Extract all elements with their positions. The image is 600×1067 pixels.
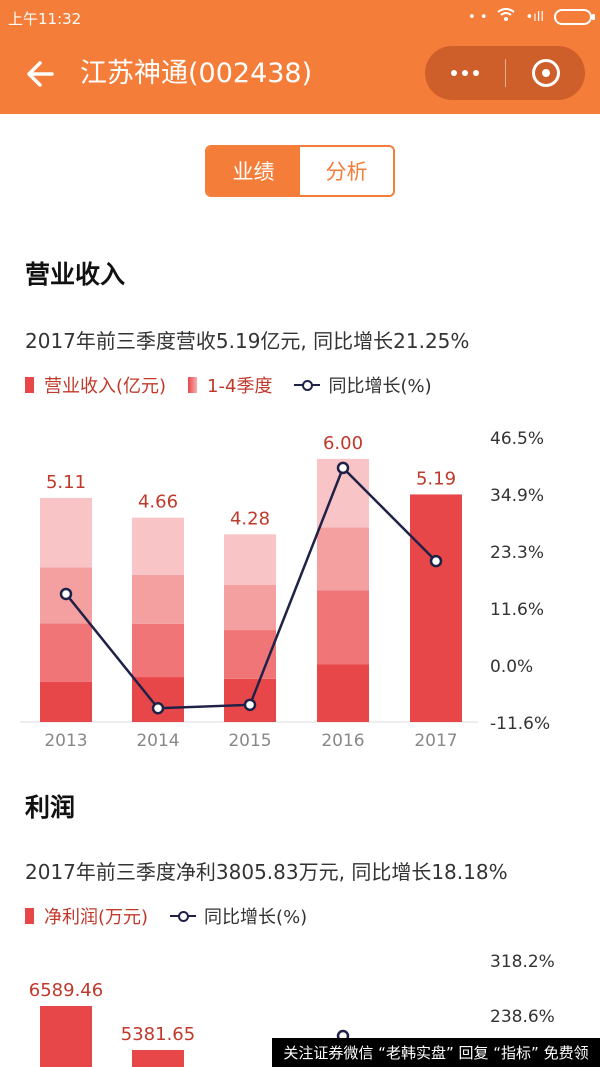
legend-profit-label: 净利润(万元) [44,907,149,928]
watermark-banner: 关注证券微信 “老韩实盘” 回复 “指标” 免费领 [272,1038,600,1067]
bar-segment-q2 [40,623,92,682]
legend-growth-line: 同比增长(%) [294,372,432,398]
revenue-section-title: 营业收入 [25,260,126,289]
status-time: 上午11:32 [8,10,82,28]
tab-performance[interactable]: 业绩 [207,147,300,195]
legend-profit-growth-line: 同比增长(%) [170,903,307,929]
growth-point [243,698,257,712]
bar-value-label: 4.28 [230,508,270,529]
right-axis-tick-label: 34.9% [490,486,544,506]
right-axis-tick-label: -11.6% [490,714,550,734]
growth-point [59,587,73,601]
legend-line-marker-icon [170,909,197,923]
legend-revenue-label: 营业收入(亿元) [44,376,167,397]
revenue-legend: 营业收入(亿元) 1-4季度 同比增长(%) [25,372,454,398]
legend-growth-label: 同比增长(%) [328,376,432,397]
right-axis-tick-label: 238.6% [490,1007,555,1027]
legend-profit-growth-label: 同比增长(%) [204,907,308,928]
growth-point [429,554,443,568]
page-title: 江苏神通(002438) [80,58,313,89]
right-axis-tick-label: 318.2% [490,952,555,972]
profit-section-title: 利润 [25,793,76,822]
right-axis-tick-label: 0.0% [490,657,533,677]
notification-dots-icon: • • [468,9,488,25]
bar-segment-q4 [132,517,184,575]
legend-swatch-solid [25,377,34,393]
bar-value-label: 4.66 [138,492,178,513]
bar-segment-q3 [224,585,276,631]
bar-segment-q2 [132,623,184,678]
bar-value-label: 6.00 [323,433,363,454]
legend-revenue-bar: 营业收入(亿元) [25,372,166,398]
close-miniapp-icon[interactable] [506,46,585,100]
bar-segment-q3 [132,574,184,624]
right-axis-tick-label: 23.3% [490,543,544,563]
tab-analysis[interactable]: 分析 [300,147,393,195]
bar-value-label: 6589.46 [29,980,103,1001]
capsule-divider [505,59,506,87]
battery-icon [554,9,595,25]
x-tick-label: 2017 [414,731,457,751]
wifi-icon [497,8,516,26]
bar-segment-q3 [317,527,369,591]
revenue-chart: 5.11 2013 4.66 2014 4.28 2015 6.00 2016 5.19 2017… [20,429,550,751]
right-axis-tick-label: 11.6% [490,600,544,620]
bar-value-label: 5.11 [46,472,86,493]
x-tick-label: 2013 [44,731,87,751]
bar-segment-q4 [224,534,276,586]
legend-quarters-label: 1-4季度 [207,376,273,397]
bar-segment-q1 [317,664,369,722]
miniapp-capsule [425,46,585,100]
bar-segment-q4 [40,497,92,568]
bar [410,494,462,722]
x-tick-label: 2016 [321,731,364,751]
signal-icon: •ıll [525,9,544,25]
x-tick-label: 2015 [228,731,271,751]
legend-profit-bar: 净利润(万元) [25,903,148,929]
status-icons: • • •ıll [468,8,595,26]
x-tick-label: 2014 [136,731,179,751]
back-arrow-icon[interactable] [22,54,62,94]
legend-quarters: 1-4季度 [188,372,272,398]
legend-swatch-gradient [188,377,198,393]
growth-point [151,702,165,715]
bar-value-label: 5.19 [416,468,456,489]
growth-point [336,461,350,475]
segmented-tabs: 业绩 分析 [205,145,395,197]
profit-summary: 2017年前三季度净利3805.83万元, 同比增长18.18% [25,860,508,884]
legend-line-marker-icon [294,378,321,392]
legend-swatch-solid [25,908,34,924]
status-bar: 上午11:32 • • •ıll [0,0,600,34]
revenue-summary: 2017年前三季度营收5.19亿元, 同比增长21.25% [25,329,470,353]
nav-bar: 江苏神通(002438) [0,34,600,114]
profit-chart: 6589.46 5381.65 318.2% 238.6% [29,952,555,1067]
bar-segment-q2 [224,630,276,679]
bar [132,1050,184,1067]
more-dots-icon[interactable] [425,46,505,100]
right-axis-tick-label: 46.5% [490,429,544,449]
bar [40,1006,92,1067]
bar-segment-q2 [317,590,369,665]
bar-segment-q1 [40,681,92,722]
profit-legend: 净利润(万元) 同比增长(%) [25,903,329,929]
bar-value-label: 5381.65 [121,1024,195,1045]
